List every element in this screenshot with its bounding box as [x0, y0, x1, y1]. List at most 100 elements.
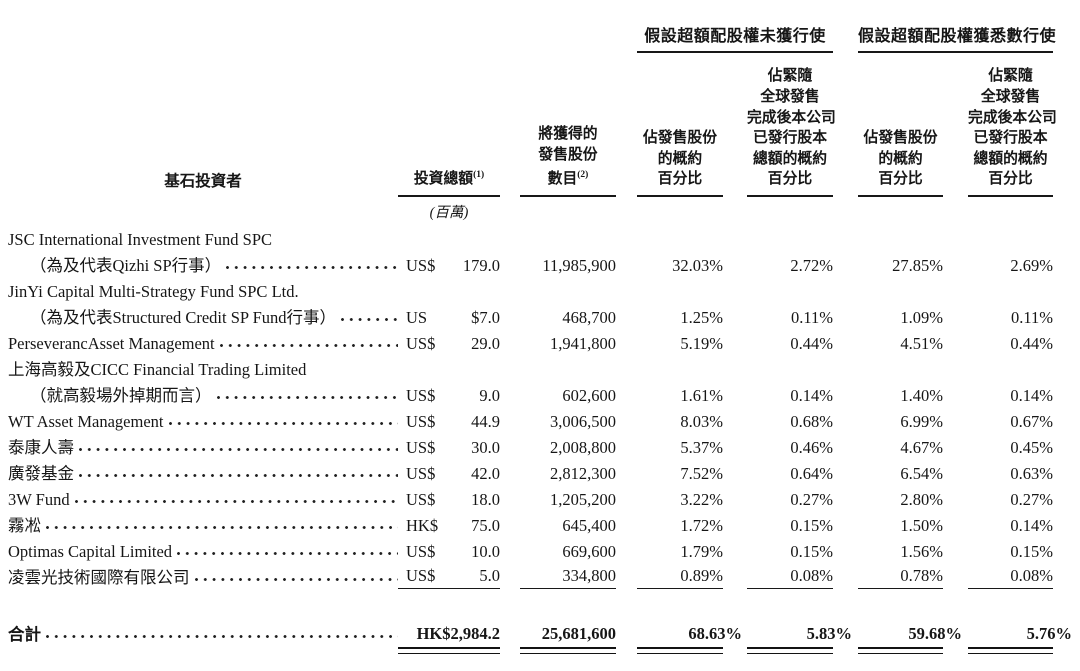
currency-cell: US$	[406, 412, 436, 431]
spacer	[723, 510, 747, 536]
spacer	[833, 406, 858, 432]
investor-name-cell: PerseverancAsset Management	[8, 328, 398, 354]
total-amount-cell: HK$2,984.2	[398, 614, 500, 654]
spacer	[833, 328, 858, 354]
spacer	[500, 432, 520, 458]
spacer	[500, 406, 520, 432]
spacer	[833, 302, 858, 328]
spacer	[833, 458, 858, 484]
pct-cell: 5.19%	[680, 334, 723, 353]
unit-label: (百萬)	[429, 205, 469, 221]
shares-cell: 11,985,900	[542, 256, 616, 275]
spacer	[723, 406, 747, 432]
spacer	[500, 510, 520, 536]
spacer	[8, 0, 637, 52]
spacer	[500, 458, 520, 484]
shares-cell: 2,812,300	[550, 464, 616, 483]
pct-cell: 0.08%	[968, 562, 1054, 589]
dot-leader	[226, 252, 398, 276]
table-row: Optimas Capital Limited US$ 10.0 669,600…	[8, 536, 1053, 562]
spacer	[833, 510, 858, 536]
spacer	[943, 52, 968, 196]
investor-name-cell: （就高毅場外掉期而言）	[8, 380, 398, 406]
pct-cell: 2.69%	[1010, 256, 1054, 275]
spacer	[500, 302, 520, 328]
shares-column-header: 將獲得的 發售股份 數目(2)	[520, 52, 616, 197]
currency-cell: US$	[406, 438, 436, 457]
table-row: JinYi Capital Multi-Strategy Fund SPC Lt…	[8, 276, 1053, 302]
spacer	[616, 484, 637, 510]
total-pct-cell: 5.76%	[968, 614, 1072, 654]
spacer	[943, 380, 968, 406]
table-row: （為及代表Qizhi SP行事） US$ 179.0 11,985,900 32…	[8, 250, 1053, 276]
footnote-1-marker: (1)	[473, 170, 485, 181]
spacer	[616, 328, 637, 354]
spacer	[723, 52, 747, 196]
pct-cell: 0.44%	[790, 334, 834, 353]
spacer	[943, 406, 968, 432]
spacer	[943, 562, 968, 588]
spacer	[943, 458, 968, 484]
amount-cell: 9.0	[479, 386, 500, 405]
pct-cell: 0.27%	[1010, 490, 1054, 509]
investor-name-cell: （為及代表Structured Credit SP Fund行事）	[8, 302, 398, 328]
pct-cell: 0.64%	[790, 464, 834, 483]
investor-name-cell: JSC International Investment Fund SPC	[8, 230, 272, 249]
pct-cell: 6.99%	[900, 412, 944, 431]
total-label: 合計	[8, 625, 41, 644]
spacer	[723, 458, 747, 484]
spacer	[723, 328, 747, 354]
currency-cell: US$	[406, 490, 436, 509]
pct-cell: 6.54%	[900, 464, 944, 483]
investment-total-column-header: 投資總額(1)	[398, 52, 500, 197]
group-header-row: 假設超額配股權未獲行使 假設超額配股權獲悉數行使	[8, 0, 1056, 53]
pct-cell: 5.37%	[680, 438, 723, 457]
dot-leader	[79, 460, 398, 484]
currency-cell: US$	[406, 386, 436, 405]
investor-name-cell: WT Asset Management	[8, 406, 398, 432]
table-row: 泰康人壽 US$ 30.0 2,008,800 5.37% 0.46% 4.67…	[8, 432, 1053, 458]
spacer	[833, 250, 858, 276]
currency-cell: HK$	[406, 516, 439, 535]
pct-cell: 7.52%	[680, 464, 723, 483]
pct-cell: 1.09%	[900, 308, 944, 327]
spacer	[616, 250, 637, 276]
spacer	[616, 52, 637, 196]
table-row: 凌雲光技術國際有限公司 US$ 5.0 334,800 0.89% 0.08% …	[8, 562, 1054, 589]
pct-cell: 0.89%	[637, 562, 723, 589]
group-header-no-exercise: 假設超額配股權未獲行使	[637, 0, 834, 53]
spacer	[616, 562, 637, 588]
table-row: JSC International Investment Fund SPC	[8, 224, 1053, 250]
spacer	[616, 302, 637, 328]
shares-cell: 1,205,200	[550, 490, 616, 509]
currency-cell: US$	[406, 542, 436, 561]
currency-cell: US$	[398, 562, 446, 589]
dot-leader	[79, 434, 398, 458]
pct-cell: 27.85%	[892, 256, 944, 275]
table-row: 3W Fund US$ 18.0 1,205,200 3.22% 0.27% 2…	[8, 484, 1053, 510]
shares-cell: 602,600	[562, 386, 616, 405]
pct-cell: 2.72%	[790, 256, 834, 275]
spacer	[616, 510, 637, 536]
spacer	[8, 588, 1053, 614]
spacer	[943, 302, 968, 328]
spacer-row	[8, 588, 1053, 614]
spacer	[616, 536, 637, 562]
investor-name-cell: 3W Fund	[8, 484, 398, 510]
amount-cell: 75.0	[471, 516, 500, 535]
investor-name-cell: 上海高毅及CICC Financial Trading Limited	[8, 360, 307, 379]
spacer	[500, 536, 520, 562]
spacer	[833, 536, 858, 562]
spacer	[943, 536, 968, 562]
total-shares-cell: 25,681,600	[520, 614, 616, 654]
spacer	[398, 224, 1053, 250]
total-row: 合計 HK$2,984.2 25,681,600 68.63% 5.83% 59…	[8, 614, 1072, 654]
spacer	[723, 250, 747, 276]
spacer	[500, 380, 520, 406]
spacer	[500, 614, 520, 648]
pct-capital-header-no-exercise: 佔緊隨 全球發售 完成後本公司 已發行股本 總額的概約 百分比	[747, 52, 836, 197]
pct-cell: 0.11%	[1011, 308, 1054, 327]
dot-leader	[168, 412, 398, 432]
table-row: 廣發基金 US$ 42.0 2,812,300 7.52% 0.64% 6.54…	[8, 458, 1053, 484]
shares-cell: 3,006,500	[550, 412, 616, 431]
